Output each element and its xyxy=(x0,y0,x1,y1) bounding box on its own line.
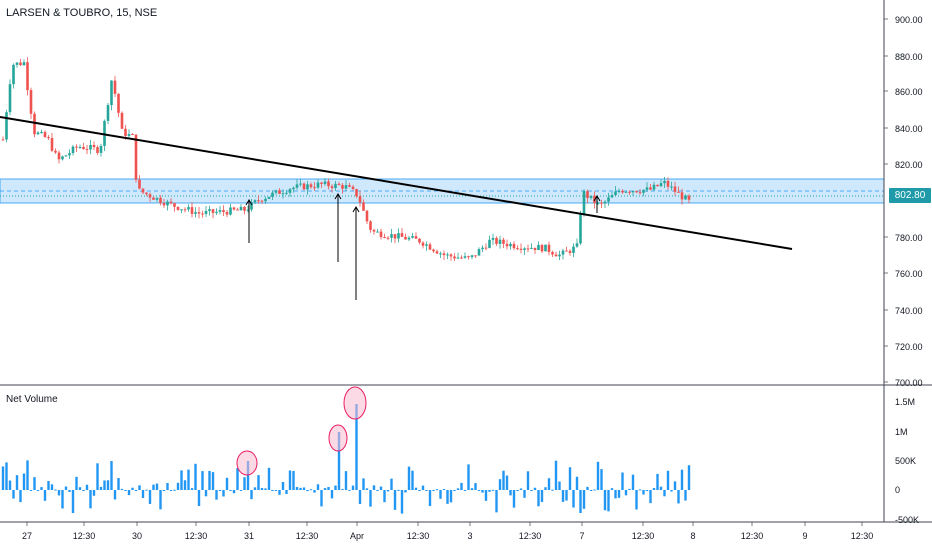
time-tick-label: 12:30 xyxy=(741,531,764,541)
time-tick-label: 31 xyxy=(244,531,254,541)
price-tick-label: 860.00 xyxy=(895,87,923,97)
time-tick-label: 7 xyxy=(579,531,584,541)
volume-tick-label: 1.5M xyxy=(895,397,915,407)
symbol-title: LARSEN & TOUBRO, 15, NSE xyxy=(6,7,158,19)
time-tick-label: 12:30 xyxy=(73,531,96,541)
time-tick-label: 9 xyxy=(802,531,807,541)
volume-highlight-circle[interactable] xyxy=(236,450,258,476)
time-axis[interactable]: 27 12:30 30 12:30 31 12:30 Apr 12:30 3 12:30 7 12:3… xyxy=(22,522,873,541)
volume-tick-label: -500K xyxy=(895,515,919,525)
price-tick-label: 700.00 xyxy=(895,378,923,388)
time-tick-label: 12:30 xyxy=(519,531,542,541)
time-tick-label: 8 xyxy=(690,531,695,541)
price-tick-label: 720.00 xyxy=(895,342,923,352)
arrow-head xyxy=(334,193,342,200)
volume-axis[interactable]: 1.5M 1M 500K 0 -500K xyxy=(895,397,919,525)
time-tick-label: 12:30 xyxy=(296,531,319,541)
time-tick-label: 27 xyxy=(22,531,32,541)
volume-tick-label: 500K xyxy=(895,456,916,466)
arrow-head xyxy=(245,199,253,206)
last-price-label: 802.80 xyxy=(889,188,931,203)
price-tick-label: 780.00 xyxy=(895,233,923,243)
arrow-head xyxy=(352,206,360,213)
arrow-head xyxy=(593,195,601,202)
price-tick-label: 880.00 xyxy=(895,52,923,62)
volume-highlight-circle[interactable] xyxy=(343,386,367,420)
candles xyxy=(1,57,691,261)
time-tick-label: 12:30 xyxy=(185,531,208,541)
price-tick-label: 760.00 xyxy=(895,269,923,279)
time-tick-label: 30 xyxy=(132,531,142,541)
time-tick-label: 12:30 xyxy=(407,531,430,541)
price-tick-label: 740.00 xyxy=(895,306,923,316)
price-axis[interactable]: 900.00 880.00 860.00 840.00 820.00 780.00 760.… xyxy=(884,15,923,388)
volume-tick-label: 0 xyxy=(895,485,900,495)
volume-highlights[interactable] xyxy=(236,386,367,476)
time-tick-label: 3 xyxy=(467,531,472,541)
price-tick-label: 820.00 xyxy=(895,160,923,170)
trendline[interactable] xyxy=(0,116,793,250)
volume-tick-label: 1M xyxy=(895,427,908,437)
time-tick-label: 12:30 xyxy=(851,531,874,541)
time-tick-label: Apr xyxy=(350,531,364,541)
volume-highlight-circle[interactable] xyxy=(328,424,348,452)
time-tick-label: 12:30 xyxy=(632,531,655,541)
volume-bars xyxy=(1,404,691,514)
price-tick-label: 840.00 xyxy=(895,124,923,134)
indicator-title: Net Volume xyxy=(6,394,58,405)
price-tick-label: 900.00 xyxy=(895,15,923,25)
annotation-arrows[interactable] xyxy=(245,193,601,300)
